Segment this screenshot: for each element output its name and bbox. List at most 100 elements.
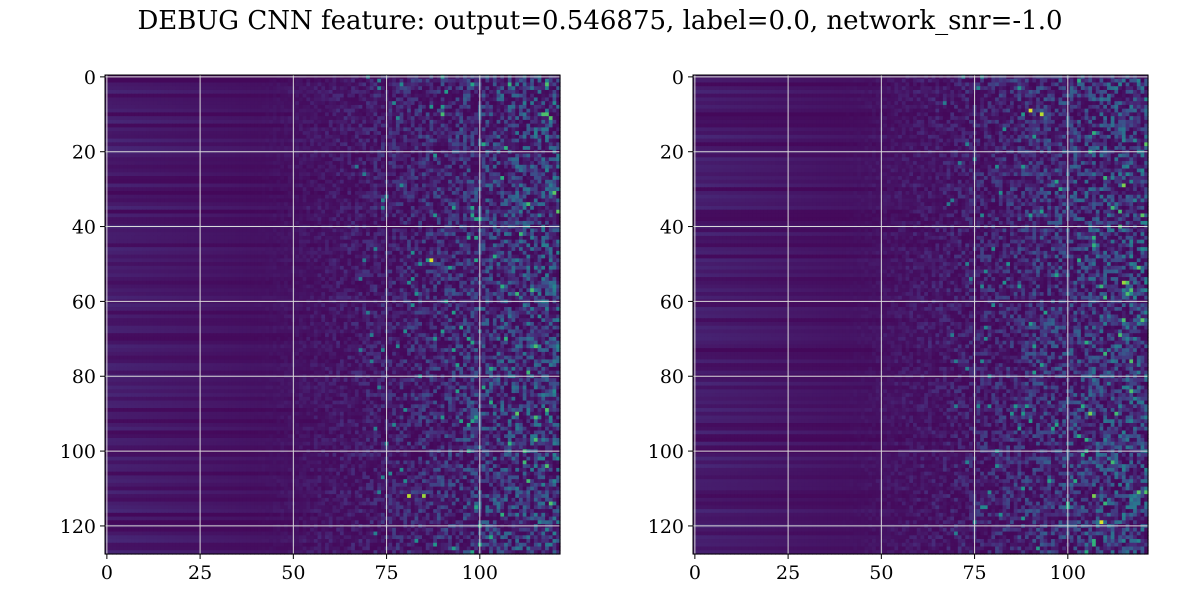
heatmap-cell	[299, 206, 303, 210]
heatmap-cell	[407, 198, 411, 202]
heatmap-cell	[553, 217, 557, 221]
heatmap-cell	[250, 112, 254, 116]
heatmap-cell	[325, 142, 329, 146]
heatmap-cell	[333, 191, 337, 195]
heatmap-cell	[157, 221, 161, 225]
heatmap-cell	[310, 198, 314, 202]
heatmap-cell	[221, 94, 225, 98]
heatmap-cell	[530, 217, 534, 221]
heatmap-cell	[515, 139, 519, 143]
heatmap-cell	[254, 176, 258, 180]
heatmap-cell	[280, 142, 284, 146]
heatmap-cell	[489, 105, 493, 109]
heatmap-cell	[456, 124, 460, 128]
heatmap-cell	[299, 109, 303, 113]
heatmap-cell	[299, 198, 303, 202]
heatmap-cell	[321, 210, 325, 214]
heatmap-cell	[258, 124, 262, 128]
heatmap-cell	[236, 79, 240, 83]
heatmap-cell	[441, 161, 445, 165]
heatmap-cell	[523, 127, 527, 131]
heatmap-cell	[269, 116, 273, 120]
heatmap-cell	[221, 169, 225, 173]
heatmap-cell	[366, 112, 370, 116]
heatmap-cell	[161, 172, 165, 176]
heatmap-cell	[538, 210, 542, 214]
heatmap-cell	[273, 161, 277, 165]
heatmap-cell	[333, 165, 337, 169]
heatmap-cell	[463, 176, 467, 180]
heatmap-cell	[336, 172, 340, 176]
heatmap-cell	[209, 116, 213, 120]
heatmap-cell	[515, 161, 519, 165]
heatmap-cell	[504, 135, 508, 139]
heatmap-cell	[161, 127, 165, 131]
heatmap-cell	[422, 116, 426, 120]
heatmap-cell	[310, 146, 314, 150]
heatmap-cell	[441, 86, 445, 90]
heatmap-cell	[526, 206, 530, 210]
heatmap-cell	[545, 210, 549, 214]
heatmap-cell	[362, 131, 366, 135]
heatmap-cell	[321, 86, 325, 90]
heatmap-cell	[362, 116, 366, 120]
heatmap-cell	[351, 161, 355, 165]
heatmap-cell	[157, 206, 161, 210]
heatmap-cell	[221, 124, 225, 128]
heatmap-cell	[239, 86, 243, 90]
heatmap-cell	[448, 154, 452, 158]
heatmap-cell	[534, 101, 538, 105]
heatmap-cell	[250, 169, 254, 173]
heatmap-cell	[482, 221, 486, 225]
heatmap-cell	[392, 210, 396, 214]
heatmap-cell	[236, 202, 240, 206]
heatmap-cell	[153, 79, 157, 83]
heatmap-cell	[422, 131, 426, 135]
heatmap-cell	[418, 86, 422, 90]
heatmap-cell	[202, 154, 206, 158]
heatmap-cell	[433, 206, 437, 210]
heatmap-cell	[139, 165, 143, 169]
heatmap-cell	[456, 169, 460, 173]
heatmap-cell	[541, 198, 545, 202]
heatmap-cell	[347, 210, 351, 214]
heatmap-cell	[183, 206, 187, 210]
heatmap-cell	[325, 135, 329, 139]
heatmap-cell	[209, 112, 213, 116]
heatmap-cell	[333, 135, 337, 139]
heatmap-cell	[202, 90, 206, 94]
heatmap-cell	[236, 146, 240, 150]
heatmap-cell	[470, 206, 474, 210]
heatmap-cell	[351, 127, 355, 131]
heatmap-cell	[336, 165, 340, 169]
heatmap-cell	[355, 195, 359, 199]
heatmap-cell	[153, 221, 157, 225]
heatmap-cell	[362, 206, 366, 210]
heatmap-cell	[504, 221, 508, 225]
heatmap-cell	[418, 116, 422, 120]
heatmap-cell	[165, 184, 169, 188]
heatmap-cell	[254, 112, 258, 116]
heatmap-cell	[176, 202, 180, 206]
heatmap-cell	[187, 210, 191, 214]
heatmap-cell	[124, 127, 128, 131]
heatmap-cell	[131, 101, 135, 105]
heatmap-cell	[306, 184, 310, 188]
heatmap-cell	[362, 142, 366, 146]
heatmap-cell	[139, 169, 143, 173]
heatmap-cell	[411, 79, 415, 83]
heatmap-cell	[112, 97, 116, 101]
heatmap-cell	[306, 109, 310, 113]
heatmap-cell	[456, 120, 460, 124]
heatmap-cell	[493, 131, 497, 135]
heatmap-cell	[284, 82, 288, 86]
heatmap-cell	[262, 169, 266, 173]
heatmap-cell	[112, 195, 116, 199]
heatmap-cell	[549, 112, 553, 116]
heatmap-cell	[209, 97, 213, 101]
heatmap-cell	[306, 191, 310, 195]
heatmap-cell	[366, 221, 370, 225]
heatmap-cell	[459, 142, 463, 146]
heatmap-cell	[202, 116, 206, 120]
heatmap-cell	[124, 105, 128, 109]
